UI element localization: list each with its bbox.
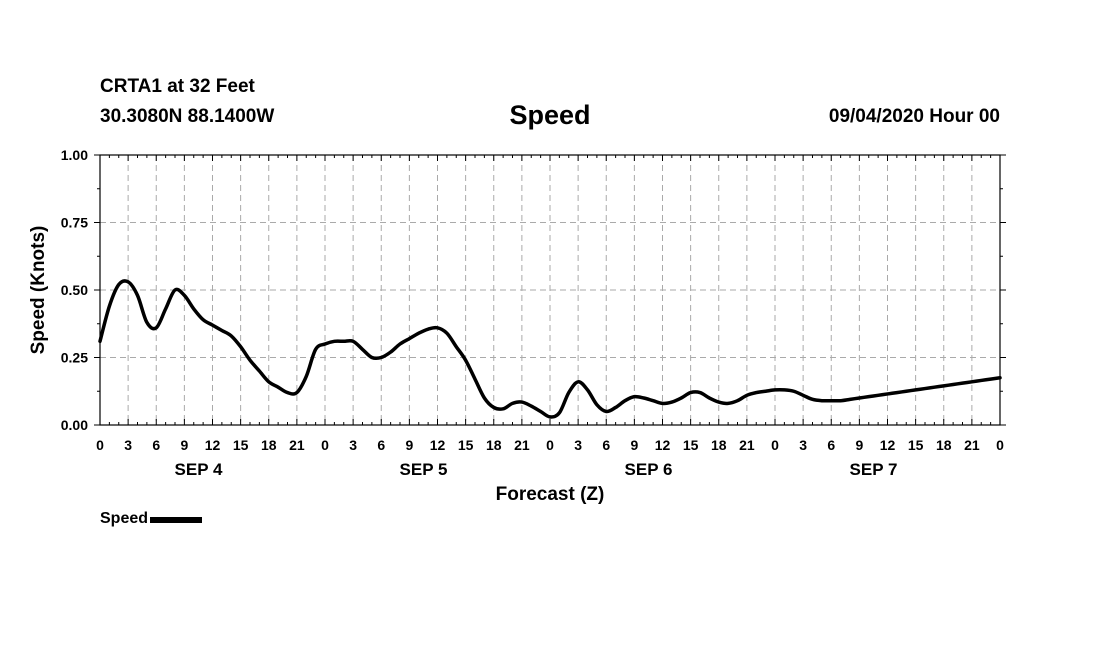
x-tick-label: 15 [233,437,249,453]
x-tick-label: 18 [486,437,502,453]
day-label: SEP 4 [175,460,223,479]
x-tick-label: 18 [936,437,952,453]
x-tick-label: 12 [205,437,221,453]
chart-labels: 0 3 6 9 12 15 18 21 0 3 6 9 12 15 18 21 0 3 6 9 12 15 18 21 0 3 6 9… [61,147,1004,479]
y-tick-label: 0.50 [61,282,88,298]
x-tick-label: 18 [711,437,727,453]
x-tick-label: 18 [261,437,277,453]
x-tick-label: 15 [908,437,924,453]
x-tick-label: 0 [546,437,554,453]
x-tick-label: 9 [630,437,638,453]
x-tick-label: 21 [739,437,755,453]
speed-series-line [98,279,1002,419]
day-label: SEP 5 [400,460,448,479]
x-tick-label: 0 [96,437,104,453]
day-label: SEP 6 [625,460,673,479]
x-tick-label: 3 [349,437,357,453]
x-tick-label: 6 [602,437,610,453]
x-tick-label: 3 [574,437,582,453]
x-tick-label: 15 [458,437,474,453]
day-label: SEP 7 [850,460,898,479]
station-name: CRTA1 at 32 Feet [100,76,255,97]
y-tick-label: 1.00 [61,147,88,163]
x-tick-label: 6 [827,437,835,453]
x-tick-label: 0 [321,437,329,453]
x-tick-label: 21 [514,437,530,453]
chart-legend: Speed [100,510,203,528]
y-tick-label: 0.25 [61,350,88,366]
x-tick-label: 21 [964,437,980,453]
forecast-datetime: 09/04/2020 Hour 00 [828,106,1000,127]
x-tick-label: 3 [799,437,807,453]
chart-series [98,279,1002,419]
chart-ticks [94,154,1006,426]
x-tick-label: 6 [152,437,160,453]
x-tick-label: 15 [683,437,699,453]
x-tick-label: 9 [180,437,188,453]
x-tick-label: 3 [124,437,132,453]
x-tick-label: 21 [289,437,305,453]
x-tick-label: 0 [996,437,1004,453]
legend-label: Speed [100,510,149,527]
legend-line-swatch [150,517,203,523]
station-coordinates: 30.3080N 88.1400W [100,106,275,127]
x-tick-label: 0 [771,437,779,453]
x-tick-label: 12 [655,437,671,453]
x-tick-label: 12 [430,437,446,453]
y-axis-label: Speed (Knots) [28,226,49,355]
x-axis-label: Forecast (Z) [496,484,605,505]
x-tick-label: 12 [880,437,896,453]
x-tick-label: 6 [377,437,385,453]
x-tick-label: 9 [405,437,413,453]
y-tick-label: 0.00 [61,417,88,433]
chart-grid [100,155,1000,425]
y-tick-label: 0.75 [61,215,88,231]
chart-title: Speed [509,100,591,130]
x-tick-label: 9 [855,437,863,453]
